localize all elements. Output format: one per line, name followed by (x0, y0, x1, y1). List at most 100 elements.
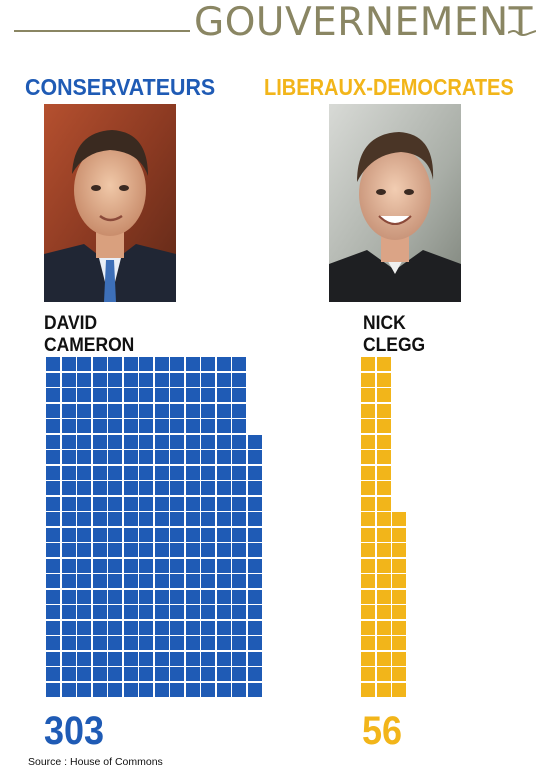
seat-square (232, 574, 247, 589)
seat-square (139, 481, 154, 496)
seat-square (77, 558, 92, 573)
seat-square (108, 434, 123, 449)
seat-square (247, 589, 262, 604)
seat-square (201, 403, 216, 418)
seat-square (92, 450, 107, 465)
seat-square (232, 558, 247, 573)
seat-square (392, 605, 407, 620)
seat-square (61, 419, 76, 434)
seat-square (361, 372, 376, 387)
seat-square (216, 434, 231, 449)
seat-square (77, 543, 92, 558)
seat-square (123, 667, 138, 682)
seat-square (46, 403, 61, 418)
seat-square (139, 403, 154, 418)
seat-square (154, 434, 169, 449)
seat-square (376, 558, 391, 573)
seat-square (46, 651, 61, 666)
seat-square (154, 527, 169, 542)
seat-square (46, 605, 61, 620)
seat-square (185, 496, 200, 511)
seat-square (247, 667, 262, 682)
seat-square (108, 620, 123, 635)
seat-count-libdems: 56 (362, 709, 403, 753)
seat-square (185, 357, 200, 372)
seat-square (201, 388, 216, 403)
seat-square (46, 527, 61, 542)
seat-square (170, 357, 185, 372)
seat-square (139, 574, 154, 589)
seat-square (170, 512, 185, 527)
seat-square (185, 620, 200, 635)
seat-square (77, 372, 92, 387)
leader-last-name: CAMERON (44, 335, 135, 356)
seat-square (154, 465, 169, 480)
seat-square (92, 357, 107, 372)
seat-square (77, 605, 92, 620)
seat-square (201, 481, 216, 496)
seat-square (376, 434, 391, 449)
seat-square (185, 450, 200, 465)
seat-square (185, 465, 200, 480)
seat-square (108, 605, 123, 620)
seat-square (123, 372, 138, 387)
seat-square (61, 465, 76, 480)
seat-square (247, 512, 262, 527)
seat-square (108, 682, 123, 697)
seat-square (139, 667, 154, 682)
seat-square (61, 403, 76, 418)
seat-square (232, 419, 247, 434)
seat-square (232, 481, 247, 496)
photo-david-cameron (44, 104, 176, 302)
seat-square (361, 651, 376, 666)
seat-square (185, 574, 200, 589)
seat-square (392, 512, 407, 527)
seat-square (77, 450, 92, 465)
seat-square (123, 496, 138, 511)
seat-square (139, 388, 154, 403)
seat-square (201, 543, 216, 558)
seat-square (232, 543, 247, 558)
seat-square (392, 527, 407, 542)
seat-square (61, 605, 76, 620)
seat-square (376, 589, 391, 604)
seat-square (232, 450, 247, 465)
seat-square (361, 636, 376, 651)
seat-square (108, 636, 123, 651)
seat-square (361, 620, 376, 635)
seat-square (139, 496, 154, 511)
seat-square (61, 651, 76, 666)
seat-square (201, 372, 216, 387)
seat-square (108, 357, 123, 372)
seat-square (92, 651, 107, 666)
seat-square (170, 589, 185, 604)
seat-square (216, 620, 231, 635)
seat-square (123, 388, 138, 403)
seat-square (46, 667, 61, 682)
seat-square (123, 558, 138, 573)
seat-square (154, 667, 169, 682)
seat-square (61, 372, 76, 387)
leader-name-cameron: DAVID CAMERON (44, 313, 134, 357)
seat-square (46, 496, 61, 511)
seat-square (139, 450, 154, 465)
seat-square (201, 419, 216, 434)
seat-square (185, 512, 200, 527)
seat-square (61, 682, 76, 697)
seat-square (185, 589, 200, 604)
seat-square (123, 450, 138, 465)
seat-square (139, 651, 154, 666)
seat-square (108, 589, 123, 604)
seat-square (185, 372, 200, 387)
seat-square (185, 543, 200, 558)
seat-square (201, 434, 216, 449)
seat-square (247, 465, 262, 480)
seat-square (123, 636, 138, 651)
seat-square (123, 434, 138, 449)
seat-square (247, 558, 262, 573)
seat-square (46, 465, 61, 480)
seat-square (154, 543, 169, 558)
seat-square (361, 512, 376, 527)
seat-square (92, 620, 107, 635)
seat-square (185, 605, 200, 620)
